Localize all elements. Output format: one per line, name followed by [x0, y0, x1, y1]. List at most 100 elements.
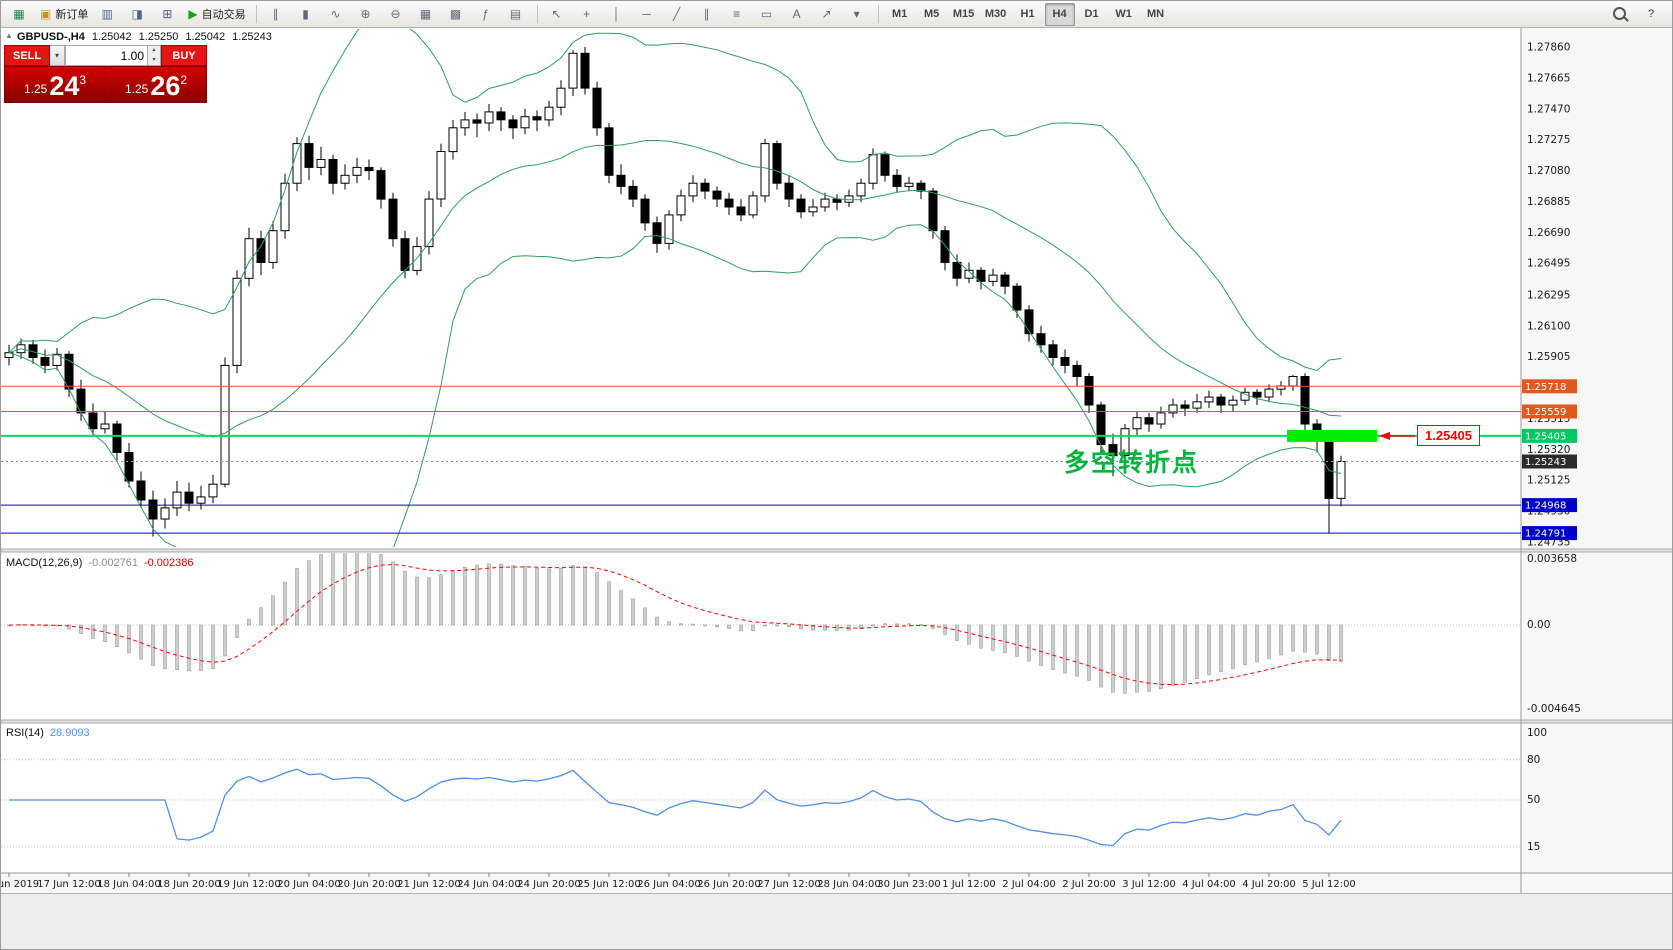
macd-signal-value: -0.002386 — [143, 557, 194, 569]
svg-text:100: 100 — [1527, 727, 1547, 739]
ask-price[interactable]: 1.25 26 2 — [106, 67, 206, 102]
text-tool-button[interactable]: A — [784, 3, 812, 26]
svg-text:20 Jun 20:00: 20 Jun 20:00 — [337, 879, 401, 890]
vertical-line-icon: │ — [612, 7, 621, 21]
candlestick-chart-button[interactable]: ▮ — [293, 3, 321, 26]
timeframe-d1-button[interactable]: D1 — [1084, 8, 1099, 20]
shapes-button[interactable]: ▭ — [754, 3, 782, 26]
templates-button[interactable]: ▤ — [503, 3, 531, 26]
svg-text:1.27080: 1.27080 — [1527, 165, 1570, 177]
horizontal-lines[interactable] — [1, 385, 1521, 534]
svg-text:0.003658: 0.003658 — [1527, 553, 1577, 565]
objects-dropdown-button[interactable]: ▾ — [844, 3, 872, 26]
svg-text:0.00: 0.00 — [1527, 619, 1550, 631]
macd-value: -0.002761 — [88, 557, 138, 569]
svg-text:15: 15 — [1527, 841, 1540, 853]
price-axis[interactable]: 1.27860 1.27665 1.27470 1.27275 1.27080 1.268… — [1522, 42, 1581, 854]
line-chart-icon: ∿ — [330, 7, 341, 21]
pane-separator[interactable] — [1, 719, 1673, 724]
arrows-tool-icon: ↗ — [821, 7, 832, 21]
symbol-period-label: GBPUSD-,H4 — [17, 31, 85, 43]
horizontal-line-button[interactable]: ─ — [634, 3, 662, 26]
rsi-indicator-label: RSI(14) 28.9093 — [6, 727, 90, 739]
svg-text:30 Jun 23:00: 30 Jun 23:00 — [877, 879, 941, 890]
ohlc-open: 1.25042 — [91, 31, 132, 43]
volume-input[interactable]: 1.00 — [65, 45, 148, 66]
templates-icon: ▤ — [509, 7, 522, 21]
cursor-button[interactable]: ↖ — [544, 3, 572, 26]
new-order-button[interactable]: ▣ 新订单 — [36, 3, 92, 26]
volume-down-icon[interactable]: ▾ — [152, 56, 156, 63]
search-icon[interactable] — [1613, 6, 1626, 20]
timeframe-m30-button[interactable]: M30 — [984, 8, 1007, 20]
crosshair-button[interactable]: + — [574, 3, 602, 26]
candlestick-chart-icon: ▮ — [302, 7, 309, 21]
data-window-button[interactable]: ⊞ — [154, 3, 182, 26]
ohlc-high: 1.25250 — [138, 31, 179, 43]
charts-grid-button[interactable]: ▥ — [94, 3, 122, 26]
buy-button[interactable]: BUY — [161, 45, 207, 66]
bid-prefix: 1.25 — [23, 82, 48, 96]
turning-point-annotation[interactable]: 多空转折点 — [1064, 449, 1200, 477]
svg-text:17 Jun 12:00: 17 Jun 12:00 — [37, 879, 101, 890]
fibonacci-button[interactable]: ≡ — [724, 3, 752, 26]
chart-ohlc-header: GBPUSD-,H4 1.25042 1.25250 1.25042 1.252… — [17, 31, 272, 43]
svg-text:18 Jun 04:00: 18 Jun 04:00 — [97, 879, 161, 890]
zoom-out-icon: ⊖ — [390, 7, 401, 21]
volume-stepper[interactable]: ▴ ▾ — [148, 45, 161, 66]
timeframe-mn-button[interactable]: MN — [1147, 8, 1165, 20]
svg-text:27 Jun 12:00: 27 Jun 12:00 — [757, 879, 821, 890]
timeframe-h4-button[interactable]: H4 — [1044, 2, 1075, 26]
pane-separator[interactable] — [1, 548, 1673, 553]
timeframe-m15-button[interactable]: M15 — [952, 8, 975, 20]
new-order-icon: ▣ — [40, 7, 52, 21]
svg-text:25 Jun 12:00: 25 Jun 12:00 — [577, 879, 641, 890]
line-chart-button[interactable]: ∿ — [323, 3, 351, 26]
chart-canvas[interactable]: 1.27860 1.27665 1.27470 1.27275 1.27080 1.268… — [1, 28, 1673, 950]
zoom-in-icon: ⊕ — [360, 7, 371, 21]
timeframe-m5-button[interactable]: M5 — [923, 8, 940, 20]
volume-dropdown-icon[interactable]: ▾ — [50, 45, 65, 66]
indicators-button[interactable]: ƒ — [473, 3, 501, 26]
timeframe-w1-button[interactable]: W1 — [1115, 8, 1132, 20]
svg-text:2 Jul 20:00: 2 Jul 20:00 — [1062, 879, 1116, 890]
objects-dropdown-icon: ▾ — [853, 7, 860, 21]
highlight-rectangle[interactable] — [1287, 429, 1377, 442]
arrows-tool-button[interactable]: ↗ — [814, 3, 842, 26]
app-icon: ▦ — [13, 7, 25, 21]
profiles-button[interactable]: ◨ — [124, 3, 152, 26]
trendline-icon: ╱ — [672, 7, 681, 21]
help-icon[interactable]: ? — [1647, 8, 1655, 20]
svg-text:1.26690: 1.26690 — [1527, 227, 1570, 239]
app-button[interactable]: ▦ — [6, 3, 34, 26]
toolbar-separator — [877, 5, 879, 23]
autotrading-button[interactable]: ▶ 自动交易 — [184, 3, 249, 26]
collapse-panel-icon[interactable]: ▲ — [5, 31, 13, 40]
price-callout-label[interactable]: 1.25405 — [1417, 425, 1480, 446]
timeframe-m1-button[interactable]: M1 — [891, 8, 908, 20]
channel-button[interactable]: ∥ — [694, 3, 722, 26]
trendline-button[interactable]: ╱ — [664, 3, 692, 26]
profiles-icon: ◨ — [131, 7, 144, 21]
toolbar-separator — [536, 5, 538, 23]
zoom-out-button[interactable]: ⊖ — [383, 3, 411, 26]
bid-price[interactable]: 1.25 24 3 — [5, 67, 105, 102]
auto-arrange-button[interactable]: ▩ — [443, 3, 471, 26]
volume-up-icon[interactable]: ▴ — [152, 47, 156, 53]
svg-text:-0.004645: -0.004645 — [1527, 703, 1581, 715]
new-order-label: 新订单 — [55, 9, 89, 21]
svg-text:1.26495: 1.26495 — [1527, 258, 1570, 270]
tile-windows-button[interactable]: ▦ — [413, 3, 441, 26]
timeframe-h1-button[interactable]: H1 — [1020, 8, 1035, 20]
sell-button[interactable]: SELL — [4, 45, 50, 66]
autotrading-label: 自动交易 — [201, 9, 246, 21]
bid-ask-divider — [105, 67, 106, 102]
vertical-line-button[interactable]: │ — [604, 3, 632, 26]
svg-text:20 Jun 04:00: 20 Jun 04:00 — [277, 879, 341, 890]
zoom-in-button[interactable]: ⊕ — [353, 3, 381, 26]
macd-name: MACD(12,26,9) — [6, 557, 83, 569]
svg-text:1.26295: 1.26295 — [1527, 289, 1570, 301]
bar-chart-button[interactable]: ∥ — [263, 3, 291, 26]
svg-text:2 Jul 04:00: 2 Jul 04:00 — [1002, 879, 1056, 890]
